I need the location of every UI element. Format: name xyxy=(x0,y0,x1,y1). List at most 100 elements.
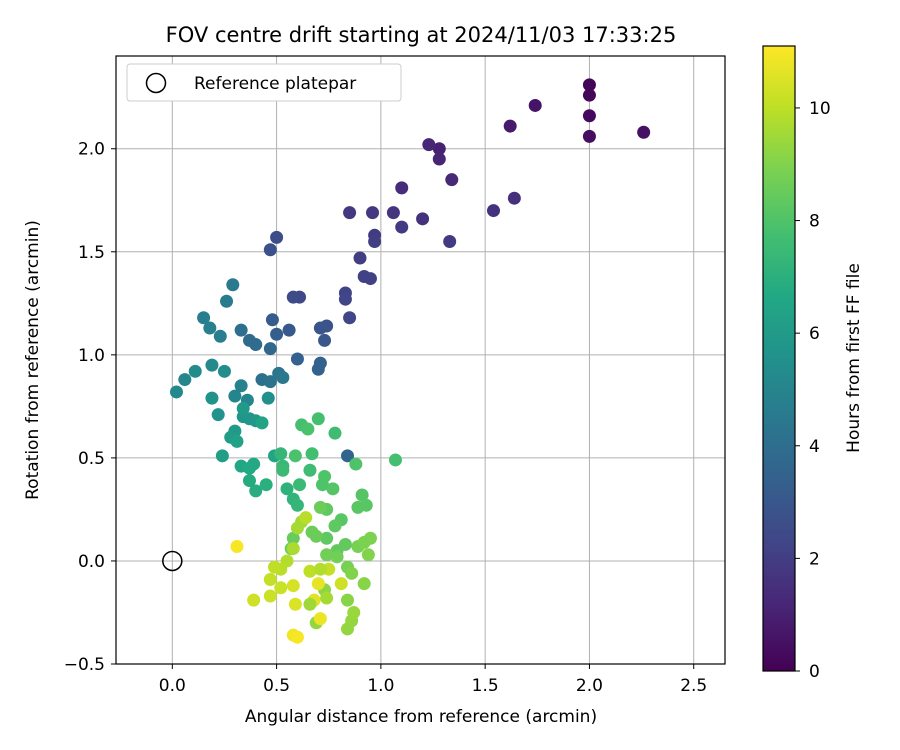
data-point xyxy=(443,234,457,248)
data-point xyxy=(320,531,334,545)
data-point xyxy=(507,191,521,205)
data-point xyxy=(343,311,357,325)
data-point xyxy=(263,589,277,603)
colorbar-label: Hours from first FF file xyxy=(844,263,864,453)
colorbar-ticks: 0 2 4 6 8 10 xyxy=(795,99,831,682)
data-point xyxy=(363,272,377,286)
data-point xyxy=(357,577,371,591)
plot-background xyxy=(116,56,725,664)
data-point xyxy=(445,173,459,187)
data-point xyxy=(276,463,290,477)
data-point xyxy=(303,597,317,611)
data-point xyxy=(230,434,244,448)
data-point xyxy=(326,482,340,496)
y-tick-label: −0.5 xyxy=(64,655,105,675)
data-point xyxy=(169,385,183,399)
data-point xyxy=(486,204,500,218)
data-point xyxy=(234,379,248,393)
data-points xyxy=(169,78,651,644)
legend-label: Reference platepar xyxy=(194,74,356,94)
data-point xyxy=(313,562,327,576)
data-point xyxy=(293,478,307,492)
colorbar-tick-label: 6 xyxy=(809,324,820,344)
data-point xyxy=(318,333,332,347)
legend: Reference platepar xyxy=(126,63,402,102)
y-tick-label: 0.0 xyxy=(78,552,105,572)
data-point xyxy=(416,212,430,226)
data-point xyxy=(228,389,242,403)
data-point xyxy=(366,206,380,220)
data-point xyxy=(355,488,369,502)
data-point xyxy=(205,391,219,405)
reference-platepar-marker xyxy=(162,550,183,572)
y-axis-ticks: −0.5 0.0 0.5 1.0 1.5 2.0 xyxy=(64,140,116,675)
data-point xyxy=(286,542,300,556)
data-point xyxy=(386,206,400,220)
data-point xyxy=(395,220,409,234)
plot-area: 0.0 0.5 1.0 1.5 2.0 2.5 −0.5 0.0 0.5 1.0 1.5 2.0 xyxy=(64,55,726,696)
data-point xyxy=(303,463,317,477)
data-point xyxy=(320,591,334,605)
data-point xyxy=(368,234,382,248)
data-point xyxy=(290,521,304,535)
x-axis-label: Angular distance from reference (arcmin) xyxy=(245,707,597,727)
data-point xyxy=(334,577,348,591)
data-point xyxy=(320,548,334,562)
data-point xyxy=(353,251,367,265)
x-tick-label: 2.0 xyxy=(576,676,603,696)
colorbar-tick-label: 10 xyxy=(809,99,831,119)
data-point xyxy=(347,605,361,619)
data-point xyxy=(197,311,211,325)
data-point xyxy=(276,371,290,385)
data-point xyxy=(263,243,277,257)
data-point xyxy=(282,323,296,337)
y-tick-label: 1.0 xyxy=(78,346,105,366)
colorbar-tick-label: 0 xyxy=(809,662,820,682)
data-point xyxy=(313,321,327,335)
x-axis-ticks: 0.0 0.5 1.0 1.5 2.0 2.5 xyxy=(159,664,707,696)
data-point xyxy=(211,408,225,422)
data-point xyxy=(311,412,325,426)
data-point xyxy=(341,449,355,463)
data-point xyxy=(305,447,319,461)
colorbar-gradient xyxy=(762,45,796,672)
y-tick-label: 2.0 xyxy=(78,140,105,160)
colorbar: 0 2 4 6 8 10 Hours from first FF file xyxy=(762,45,864,682)
data-point xyxy=(249,484,263,498)
y-axis-label: Rotation from reference (arcmin) xyxy=(23,220,43,500)
data-point xyxy=(188,364,202,378)
data-point xyxy=(345,566,359,580)
data-point xyxy=(217,364,231,378)
data-point xyxy=(288,449,302,463)
data-point xyxy=(290,352,304,366)
legend-marker-hollow-circle xyxy=(145,72,167,94)
data-point xyxy=(263,375,277,389)
colorbar-tick-label: 8 xyxy=(809,212,820,232)
data-point xyxy=(280,482,294,496)
data-point xyxy=(288,597,302,611)
data-point xyxy=(311,362,325,376)
data-point xyxy=(286,531,300,545)
data-point xyxy=(343,206,357,220)
data-point xyxy=(341,593,355,607)
data-point xyxy=(432,152,446,166)
chart-title: FOV centre drift starting at 2024/11/03 … xyxy=(166,23,677,47)
data-point xyxy=(582,78,596,92)
data-point xyxy=(313,500,327,514)
data-point xyxy=(263,342,277,356)
data-point xyxy=(290,498,304,512)
colorbar-tick-label: 2 xyxy=(809,549,820,569)
data-point xyxy=(582,109,596,123)
data-point xyxy=(220,294,234,308)
x-tick-label: 1.5 xyxy=(472,676,499,696)
data-point xyxy=(299,511,313,525)
x-tick-label: 0.0 xyxy=(159,676,186,696)
data-point xyxy=(213,329,227,343)
data-point xyxy=(236,401,250,415)
colorbar-tick-label: 4 xyxy=(809,437,820,457)
data-point xyxy=(351,500,365,514)
data-point xyxy=(395,181,409,195)
data-point xyxy=(249,338,263,352)
data-point xyxy=(309,529,323,543)
data-point xyxy=(341,622,355,636)
